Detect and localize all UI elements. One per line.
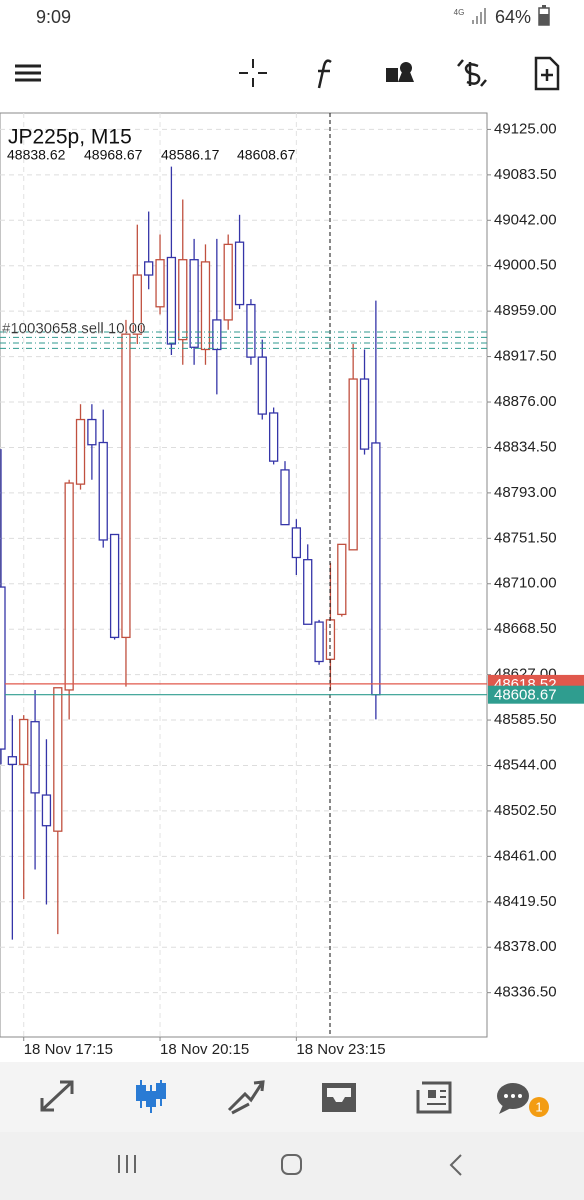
candle-body — [155, 259, 165, 308]
candle-body — [166, 256, 177, 345]
y-tick-label: 48876.00 — [494, 393, 557, 410]
candle-body — [348, 378, 358, 551]
status-network: 4G — [454, 8, 465, 17]
candle-body — [359, 378, 370, 450]
menu-button[interactable] — [15, 64, 41, 82]
candle-body — [121, 333, 131, 639]
y-tick-label: 48668.50 — [494, 620, 557, 637]
y-tick-label: 48585.50 — [494, 711, 557, 728]
signal-icon — [472, 8, 486, 24]
candle-body — [246, 303, 256, 358]
y-tick-label: 49125.00 — [494, 120, 557, 137]
y-tick-label: 49083.50 — [494, 166, 557, 183]
candle-body — [291, 527, 302, 559]
y-tick-label: 48336.50 — [494, 984, 557, 1001]
candle-body — [19, 718, 29, 766]
trade-button[interactable] — [457, 59, 487, 87]
y-tick-label: 48710.00 — [494, 575, 557, 592]
candle-body — [87, 418, 97, 446]
system-nav — [0, 1132, 584, 1200]
candle-body — [132, 274, 142, 335]
candle-body — [75, 418, 86, 485]
bid-label: 48608.67 — [494, 687, 557, 704]
x-tick-label: 18 Nov 17:15 — [24, 1041, 113, 1058]
y-tick-label: 48378.00 — [494, 938, 557, 955]
candle-body — [41, 794, 52, 827]
nav-chart[interactable] — [136, 1080, 166, 1113]
candle-body — [268, 412, 279, 462]
candle-body — [337, 543, 347, 616]
x-tick-label: 18 Nov 23:15 — [296, 1041, 385, 1058]
nav-history[interactable] — [322, 1083, 356, 1112]
order-label: #10030653 sell 10.00 — [2, 320, 145, 337]
y-tick-label: 48461.00 — [494, 847, 557, 864]
candle-body — [144, 261, 154, 276]
y-tick-label: 48502.50 — [494, 802, 557, 819]
y-tick-label: 49042.00 — [494, 211, 557, 228]
candle-body — [109, 533, 120, 639]
ohlc-info: 48838.62 48968.67 48586.17 48608.67 — [7, 147, 296, 163]
candle-body — [303, 559, 313, 625]
candle-body — [178, 259, 188, 341]
nav-news[interactable] — [416, 1081, 452, 1114]
y-tick-label: 48419.50 — [494, 893, 557, 910]
candle-body — [98, 441, 108, 541]
candle-body — [7, 756, 18, 766]
y-tick-label: 48834.50 — [494, 438, 557, 455]
candle-body — [280, 469, 290, 526]
ohlc-low: 48586.17 — [161, 147, 220, 163]
nav-quotes[interactable] — [40, 1080, 74, 1112]
y-tick-label: 48751.50 — [494, 529, 557, 546]
candle-body — [234, 241, 245, 306]
bid-tag — [488, 685, 584, 704]
ohlc-open: 48838.62 — [7, 147, 66, 163]
x-tick-label: 18 Nov 20:15 — [160, 1041, 249, 1058]
candle-body — [371, 442, 381, 696]
nav-trade[interactable] — [227, 1080, 265, 1115]
ohlc-high: 48968.67 — [84, 147, 143, 163]
objects-button[interactable] — [386, 62, 414, 82]
order-label: #10030658 sell 10.00 — [2, 320, 145, 337]
indicators-button[interactable] — [317, 59, 332, 89]
candle-body — [257, 356, 267, 415]
crosshair-button[interactable] — [239, 59, 267, 87]
nav-chat[interactable] — [497, 1083, 549, 1117]
ohlc-close: 48608.67 — [237, 147, 296, 163]
candle-body — [0, 586, 6, 750]
y-tick-label: 48793.00 — [494, 484, 557, 501]
y-tick-label: 49000.50 — [494, 257, 557, 274]
y-tick-label: 48959.00 — [494, 302, 557, 319]
y-tick-label: 48917.50 — [494, 348, 557, 365]
candle-body — [200, 261, 211, 351]
chart-title: JP225p, M15 — [8, 126, 132, 149]
chat-badge: 1 — [535, 1099, 542, 1114]
candle-body — [223, 243, 233, 321]
battery-icon — [538, 5, 550, 26]
overlay: #10030653 sell 10.00#10030658 sell 10.00… — [0, 320, 584, 704]
candle-body — [30, 721, 40, 794]
status-battery: 64% — [495, 7, 531, 27]
candle-body — [314, 621, 324, 663]
new-order-button[interactable] — [534, 56, 560, 91]
candle-body — [64, 482, 74, 691]
grid: 49125.00 49083.50 49042.00 49000.50 48959.00… — [0, 113, 557, 1058]
system-buttons[interactable] — [118, 1154, 462, 1176]
y-tick-label: 48544.00 — [494, 756, 557, 773]
status-time: 9:09 — [36, 7, 71, 27]
candle-body — [53, 687, 63, 832]
bottom-nav — [0, 1062, 584, 1132]
candle-body — [212, 319, 222, 351]
candle-body — [189, 259, 199, 348]
